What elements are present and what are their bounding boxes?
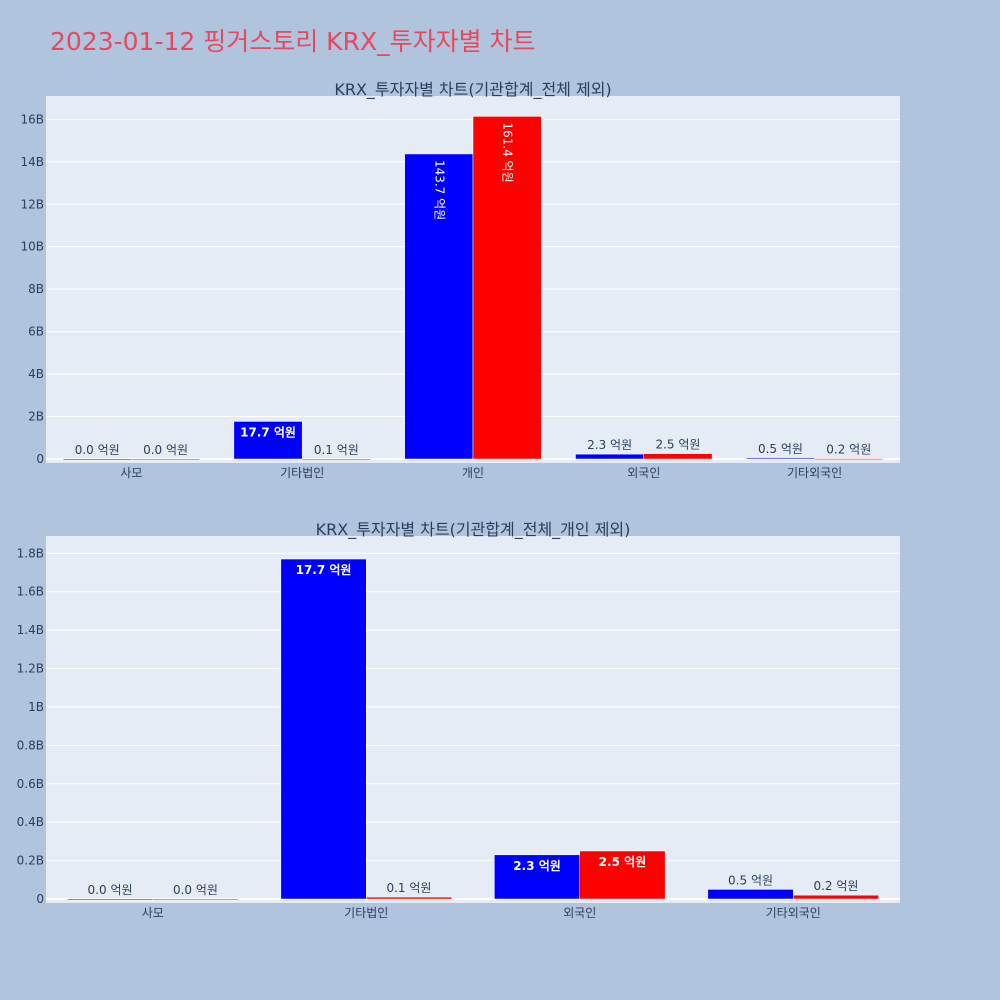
bar-buy (707, 889, 794, 900)
y-tick-label: 0.4B (17, 815, 44, 829)
y-tick-label: 0 (36, 892, 44, 906)
bar-sell (579, 850, 666, 900)
y-tick-label: 0.6B (17, 777, 44, 791)
y-tick-label: 14B (20, 155, 44, 169)
data-label: 17.7 억원 (240, 425, 296, 439)
y-tick-label: 6B (28, 325, 44, 339)
data-label: 0.5 억원 (728, 873, 773, 887)
data-label: 0.5 억원 (758, 442, 803, 456)
chart-top: 0 2B 4B 6B 8B 10B 12B 14B 16B KRX_투자자별 차트(기관합계_전체… (20, 80, 900, 480)
data-label: 161.4 억원 (501, 122, 515, 182)
data-label: 2.5 억원 (655, 438, 700, 452)
bar-buy (280, 558, 367, 900)
data-label: 0.1 억원 (386, 881, 431, 895)
x-tick-label: 사모 (142, 906, 164, 920)
bar-sell (793, 894, 879, 900)
plot-area (46, 536, 900, 903)
y-tick-label: 1.4B (17, 623, 44, 637)
bar-sell (131, 458, 200, 461)
y-tick-label: 12B (20, 197, 44, 211)
bar-sell (472, 116, 542, 460)
bar-buy (494, 854, 581, 900)
x-tick-label: 외국인 (563, 906, 596, 920)
bar-sell (152, 898, 239, 901)
x-tick-label: 기타외국인 (766, 906, 821, 920)
bar-sell (643, 453, 713, 460)
x-tick-label: 사모 (120, 466, 142, 480)
x-tick-label: 개인 (462, 466, 484, 480)
y-tick-label: 2B (28, 410, 44, 424)
bar-sell (814, 458, 884, 460)
data-label: 0.2 억원 (826, 443, 871, 457)
y-tick-label: 16B (20, 112, 44, 126)
bar-sell (301, 458, 371, 461)
page-title: 2023-01-12 핑거스토리 KRX_투자자별 차트 (50, 27, 536, 56)
data-label: 2.5 억원 (599, 855, 647, 869)
data-label: 0.0 억원 (143, 443, 188, 457)
data-label: 0.1 억원 (314, 443, 359, 457)
y-tick-label: 1.6B (17, 585, 44, 599)
y-tick-label: 8B (28, 282, 44, 296)
y-tick-label: 0 (36, 452, 44, 466)
y-tick-label: 10B (20, 240, 44, 254)
x-tick-label: 기타법인 (344, 906, 388, 920)
data-label: 2.3 억원 (513, 859, 561, 873)
y-tick-label: 4B (28, 367, 44, 381)
x-tick-label: 외국인 (627, 466, 660, 480)
data-label: 143.7 억원 (432, 160, 446, 220)
y-tick-label: 1B (28, 700, 44, 714)
data-label: 0.2 억원 (813, 879, 858, 893)
x-tick-label: 기타외국인 (787, 466, 842, 480)
data-label: 0.0 억원 (75, 443, 120, 457)
bar-buy (233, 421, 303, 460)
chart-title: KRX_투자자별 차트(기관합계_전체 제외) (334, 80, 611, 100)
y-tick-label: 1.8B (17, 546, 44, 560)
data-label: 17.7 억원 (296, 563, 352, 577)
chart-title: KRX_투자자별 차트(기관합계_전체_개인 제외) (316, 520, 631, 540)
y-tick-label: 0.8B (17, 738, 44, 752)
x-tick-label: 기타법인 (280, 466, 324, 480)
data-label: 2.3 억원 (587, 438, 632, 452)
bar-sell (366, 896, 452, 900)
y-tick-label: 1.2B (17, 662, 44, 676)
bar-buy (67, 898, 153, 901)
data-label: 0.0 억원 (88, 883, 133, 897)
y-tick-label: 0.2B (17, 854, 44, 868)
bar-buy (404, 153, 474, 460)
data-label: 0.0 억원 (173, 883, 218, 897)
